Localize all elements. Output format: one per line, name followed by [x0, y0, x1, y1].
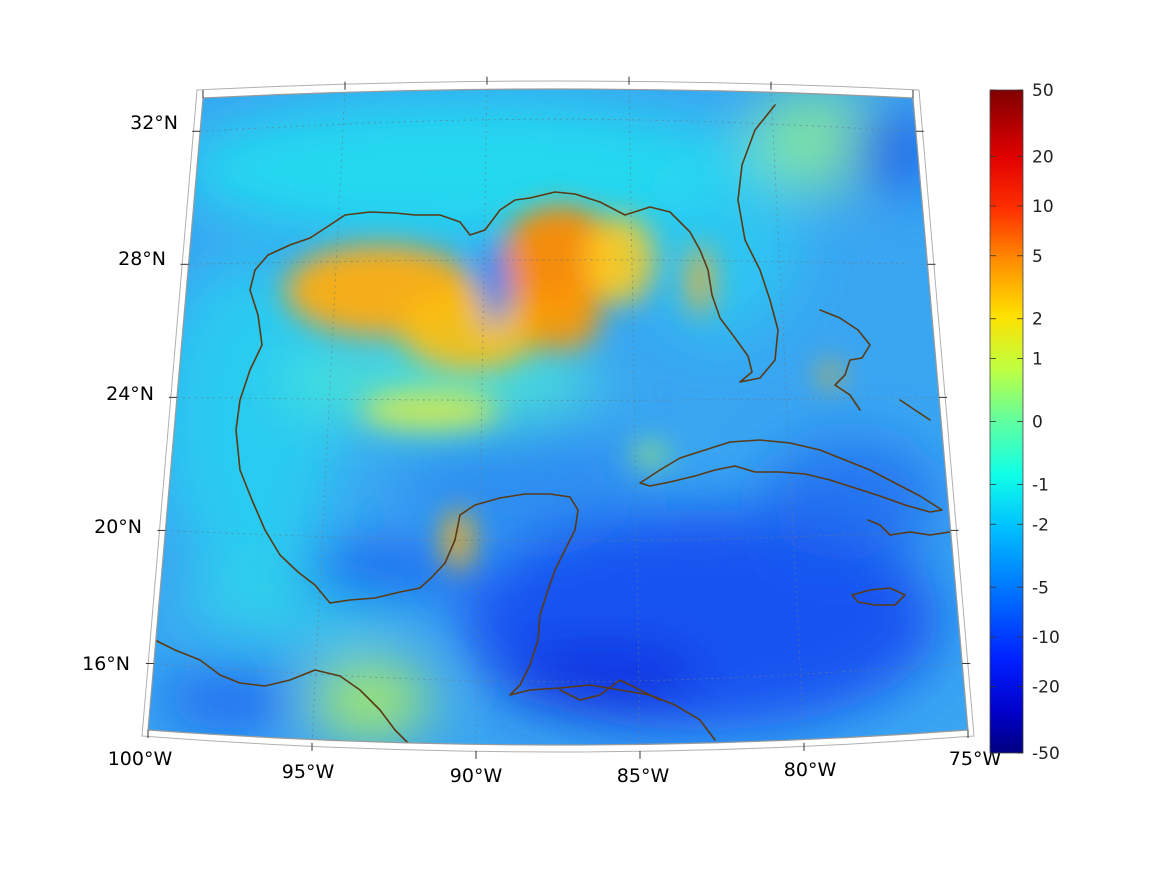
data-field — [148, 89, 968, 745]
lon-label-90w: 90°W — [450, 765, 503, 787]
coastline-bahamas — [819, 309, 931, 421]
colorbar-tick-label: -20 — [1032, 678, 1060, 698]
lat-label-28n: 28°N — [118, 248, 166, 270]
colorbar-tick-label: 2 — [1032, 310, 1043, 330]
colorbar-tick-label: 20 — [1032, 147, 1054, 167]
coastline-cuba — [639, 439, 943, 513]
lat-label-24n: 24°N — [106, 383, 154, 405]
colorbar-tick-label: 50 — [1032, 81, 1054, 101]
parallel-line — [165, 530, 951, 542]
meridian-line — [311, 89, 346, 743]
lon-label-85w: 85°W — [617, 765, 670, 787]
colorbar-tick-label: 10 — [1032, 197, 1054, 217]
latitude-labels: 32°N 28°N 24°N 20°N 16°N — [82, 112, 178, 675]
coastline-hispaniola — [867, 519, 951, 536]
coastline-jamaica — [851, 587, 906, 606]
lat-label-32n: 32°N — [130, 112, 178, 134]
coastline-belize-honduras — [559, 679, 661, 701]
lon-label-75w: 75°W — [949, 748, 1002, 770]
colorbar-tick-label: 0 — [1032, 413, 1043, 433]
coastlines — [154, 104, 951, 745]
frame-ticks — [145, 76, 971, 759]
map-frame-outer — [141, 80, 975, 753]
parallel-line — [176, 397, 940, 401]
lon-label-95w: 95°W — [282, 761, 335, 783]
colorbar-tick-label: -5 — [1032, 578, 1049, 598]
coastline-gulf — [249, 104, 779, 383]
colorbar-tick-label: 5 — [1032, 247, 1043, 267]
longitude-labels: 100°W 95°W 90°W 85°W 80°W 75°W — [108, 748, 1002, 787]
colorbar-tick-label: 1 — [1032, 350, 1043, 370]
coastline-central-america — [154, 639, 411, 745]
lat-label-20n: 20°N — [94, 516, 142, 538]
meridian-line — [770, 89, 805, 743]
lon-label-80w: 80°W — [784, 759, 837, 781]
map-frame — [147, 88, 969, 746]
lon-label-100w: 100°W — [108, 748, 173, 770]
lat-label-16n: 16°N — [82, 653, 130, 675]
coastline-mexico — [235, 289, 716, 741]
colorbar-tick-label: -1 — [1032, 475, 1049, 495]
colorbar-tick-label: -10 — [1032, 628, 1060, 648]
colorbar-tick-label: -2 — [1032, 515, 1049, 535]
colorbar-tick-label: -50 — [1032, 744, 1060, 764]
